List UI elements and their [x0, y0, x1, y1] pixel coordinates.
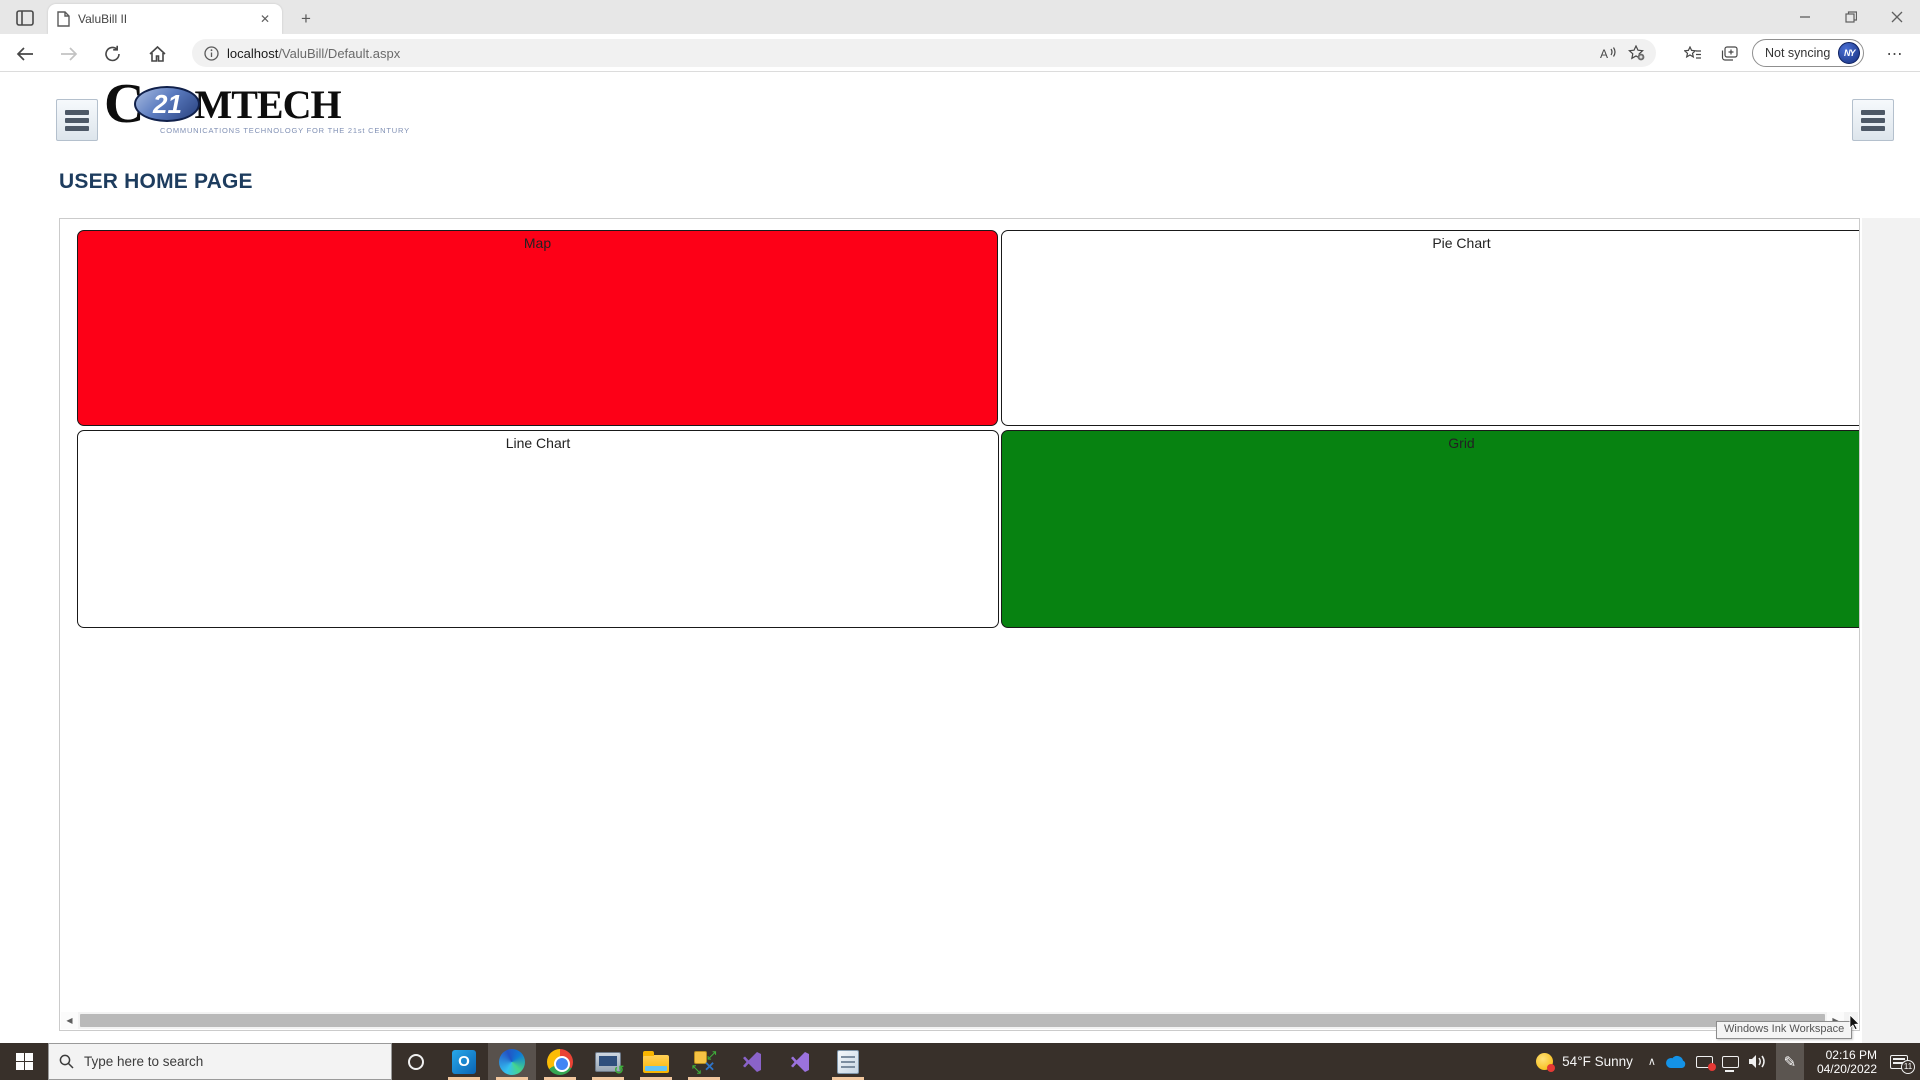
- system-tray: 54°F Sunny ∧ ✎ 02:16 PM 04/20/2022 11: [1536, 1043, 1920, 1080]
- logo-badge: 21: [134, 86, 201, 122]
- visual-studio-icon: [743, 1051, 761, 1072]
- home-button[interactable]: [142, 41, 172, 67]
- taskbar-chrome[interactable]: [536, 1043, 584, 1080]
- address-bar[interactable]: localhost/ValuBill/Default.aspx A: [192, 39, 1656, 67]
- taskbar-visual-studio-1[interactable]: [728, 1043, 776, 1080]
- taskbar-config-tool[interactable]: ⤢ ⤡ ✕: [680, 1043, 728, 1080]
- forward-button[interactable]: [54, 41, 84, 67]
- cortana-button[interactable]: [392, 1043, 440, 1080]
- url-host: localhost: [227, 45, 279, 61]
- taskbar-visual-studio-2[interactable]: [776, 1043, 824, 1080]
- taskbar-clock[interactable]: 02:16 PM 04/20/2022: [1817, 1048, 1877, 1076]
- new-tab-button[interactable]: +: [301, 9, 311, 28]
- tab-close-icon[interactable]: ✕: [259, 12, 271, 26]
- taskbar-edge[interactable]: [488, 1043, 536, 1080]
- chrome-icon: [547, 1048, 573, 1075]
- window-restore-button[interactable]: [1828, 0, 1874, 34]
- taskbar-remote-desktop[interactable]: [584, 1043, 632, 1080]
- window-minimize-button[interactable]: [1782, 0, 1828, 34]
- logo-suffix: MTECH: [194, 81, 341, 127]
- browser-toolbar: localhost/ValuBill/Default.aspx A Not sy…: [0, 34, 1920, 72]
- map-panel[interactable]: Map: [77, 230, 998, 426]
- browser-titlebar: ValuBill II ✕ +: [0, 0, 1920, 34]
- sync-status-label: Not syncing: [1765, 46, 1831, 60]
- read-aloud-icon[interactable]: A: [1594, 41, 1622, 65]
- map-panel-title: Map: [523, 235, 552, 251]
- config-tool-icon: ⤢ ⤡ ✕: [692, 1049, 716, 1076]
- svg-text:A: A: [1600, 47, 1608, 61]
- notepad-icon: [837, 1049, 859, 1074]
- horizontal-scrollbar[interactable]: ◀ ▶: [61, 1012, 1858, 1029]
- display-notification-icon[interactable]: [1695, 1055, 1716, 1071]
- weather-text[interactable]: 54°F Sunny: [1562, 1054, 1633, 1069]
- grid-panel-title: Grid: [1448, 435, 1475, 451]
- mouse-cursor: [1849, 1014, 1860, 1030]
- search-input[interactable]: [84, 1054, 344, 1069]
- clock-time: 02:16 PM: [1825, 1047, 1877, 1062]
- pen-icon: ✎: [1783, 1053, 1797, 1071]
- pie-chart-panel[interactable]: Pie Chart: [1001, 230, 1859, 426]
- collections-icon[interactable]: [1714, 41, 1744, 67]
- windows-logo-icon: [15, 1053, 33, 1070]
- back-button[interactable]: [10, 41, 40, 67]
- scroll-left-icon[interactable]: ◀: [61, 1012, 78, 1029]
- profile-avatar[interactable]: NY: [1838, 42, 1861, 64]
- browser-tab[interactable]: ValuBill II ✕: [48, 4, 282, 34]
- tab-title: ValuBill II: [78, 12, 128, 26]
- weather-icon[interactable]: [1536, 1053, 1556, 1072]
- right-menu-button[interactable]: [1852, 99, 1894, 141]
- grid-panel[interactable]: Grid: [1001, 430, 1859, 628]
- page-title: USER HOME PAGE: [59, 170, 253, 193]
- taskbar-search[interactable]: [48, 1043, 392, 1080]
- volume-icon[interactable]: [1748, 1054, 1767, 1069]
- file-explorer-icon: [643, 1050, 669, 1073]
- tooltip: Windows Ink Workspace: [1716, 1021, 1853, 1039]
- pie-chart-panel-title: Pie Chart: [1432, 235, 1491, 251]
- notification-count-badge: 11: [1901, 1059, 1915, 1074]
- line-chart-panel[interactable]: Line Chart: [77, 430, 999, 628]
- site-info-icon[interactable]: [204, 45, 219, 61]
- scrollbar-thumb[interactable]: [80, 1014, 1825, 1027]
- browser-menu-button[interactable]: ⋯: [1886, 46, 1904, 63]
- outlook-icon: O: [452, 1049, 476, 1074]
- add-favorite-icon[interactable]: [1622, 41, 1650, 65]
- refresh-button[interactable]: [98, 41, 128, 67]
- company-logo: C 21 MTECH COMMUNICATIONS TECHNOLOGY FOR…: [104, 76, 410, 135]
- page-favicon-icon: [57, 11, 70, 27]
- clock-date: 04/20/2022: [1816, 1061, 1877, 1076]
- taskbar-outlook[interactable]: O: [440, 1043, 488, 1080]
- taskbar-file-explorer[interactable]: [632, 1043, 680, 1080]
- cortana-icon: [408, 1053, 424, 1070]
- taskbar-notepad[interactable]: [824, 1043, 872, 1080]
- tray-expand-icon[interactable]: ∧: [1647, 1056, 1656, 1068]
- windows-ink-button[interactable]: ✎: [1775, 1043, 1804, 1080]
- onedrive-icon[interactable]: [1665, 1055, 1687, 1069]
- action-center-icon[interactable]: 11: [1890, 1054, 1915, 1074]
- edge-icon: [499, 1048, 525, 1075]
- left-menu-button[interactable]: [56, 99, 98, 141]
- favorites-icon[interactable]: [1678, 41, 1708, 67]
- url-path: /ValuBill/Default.aspx: [278, 45, 401, 61]
- page-gutter: [1862, 218, 1920, 1043]
- remote-desktop-icon: [595, 1051, 624, 1077]
- vertical-tabs-icon[interactable]: [12, 6, 38, 30]
- logo-tagline: COMMUNICATIONS TECHNOLOGY FOR THE 21st C…: [160, 126, 410, 135]
- start-button[interactable]: [0, 1043, 48, 1080]
- line-chart-panel-title: Line Chart: [505, 435, 571, 451]
- window-close-button[interactable]: [1874, 0, 1920, 34]
- visual-studio-icon: [791, 1051, 809, 1072]
- dashboard-container: Map Pie Chart Line Chart Grid ◀ ▶: [59, 218, 1860, 1031]
- taskbar: O ⤢⤡✕ 54°F Sunny ∧ ✎ 02:16 PM 04/20/2022…: [0, 1043, 1920, 1080]
- sync-status-button[interactable]: Not syncing NY: [1752, 39, 1865, 67]
- network-icon[interactable]: [1721, 1055, 1739, 1072]
- search-icon: [59, 1054, 74, 1069]
